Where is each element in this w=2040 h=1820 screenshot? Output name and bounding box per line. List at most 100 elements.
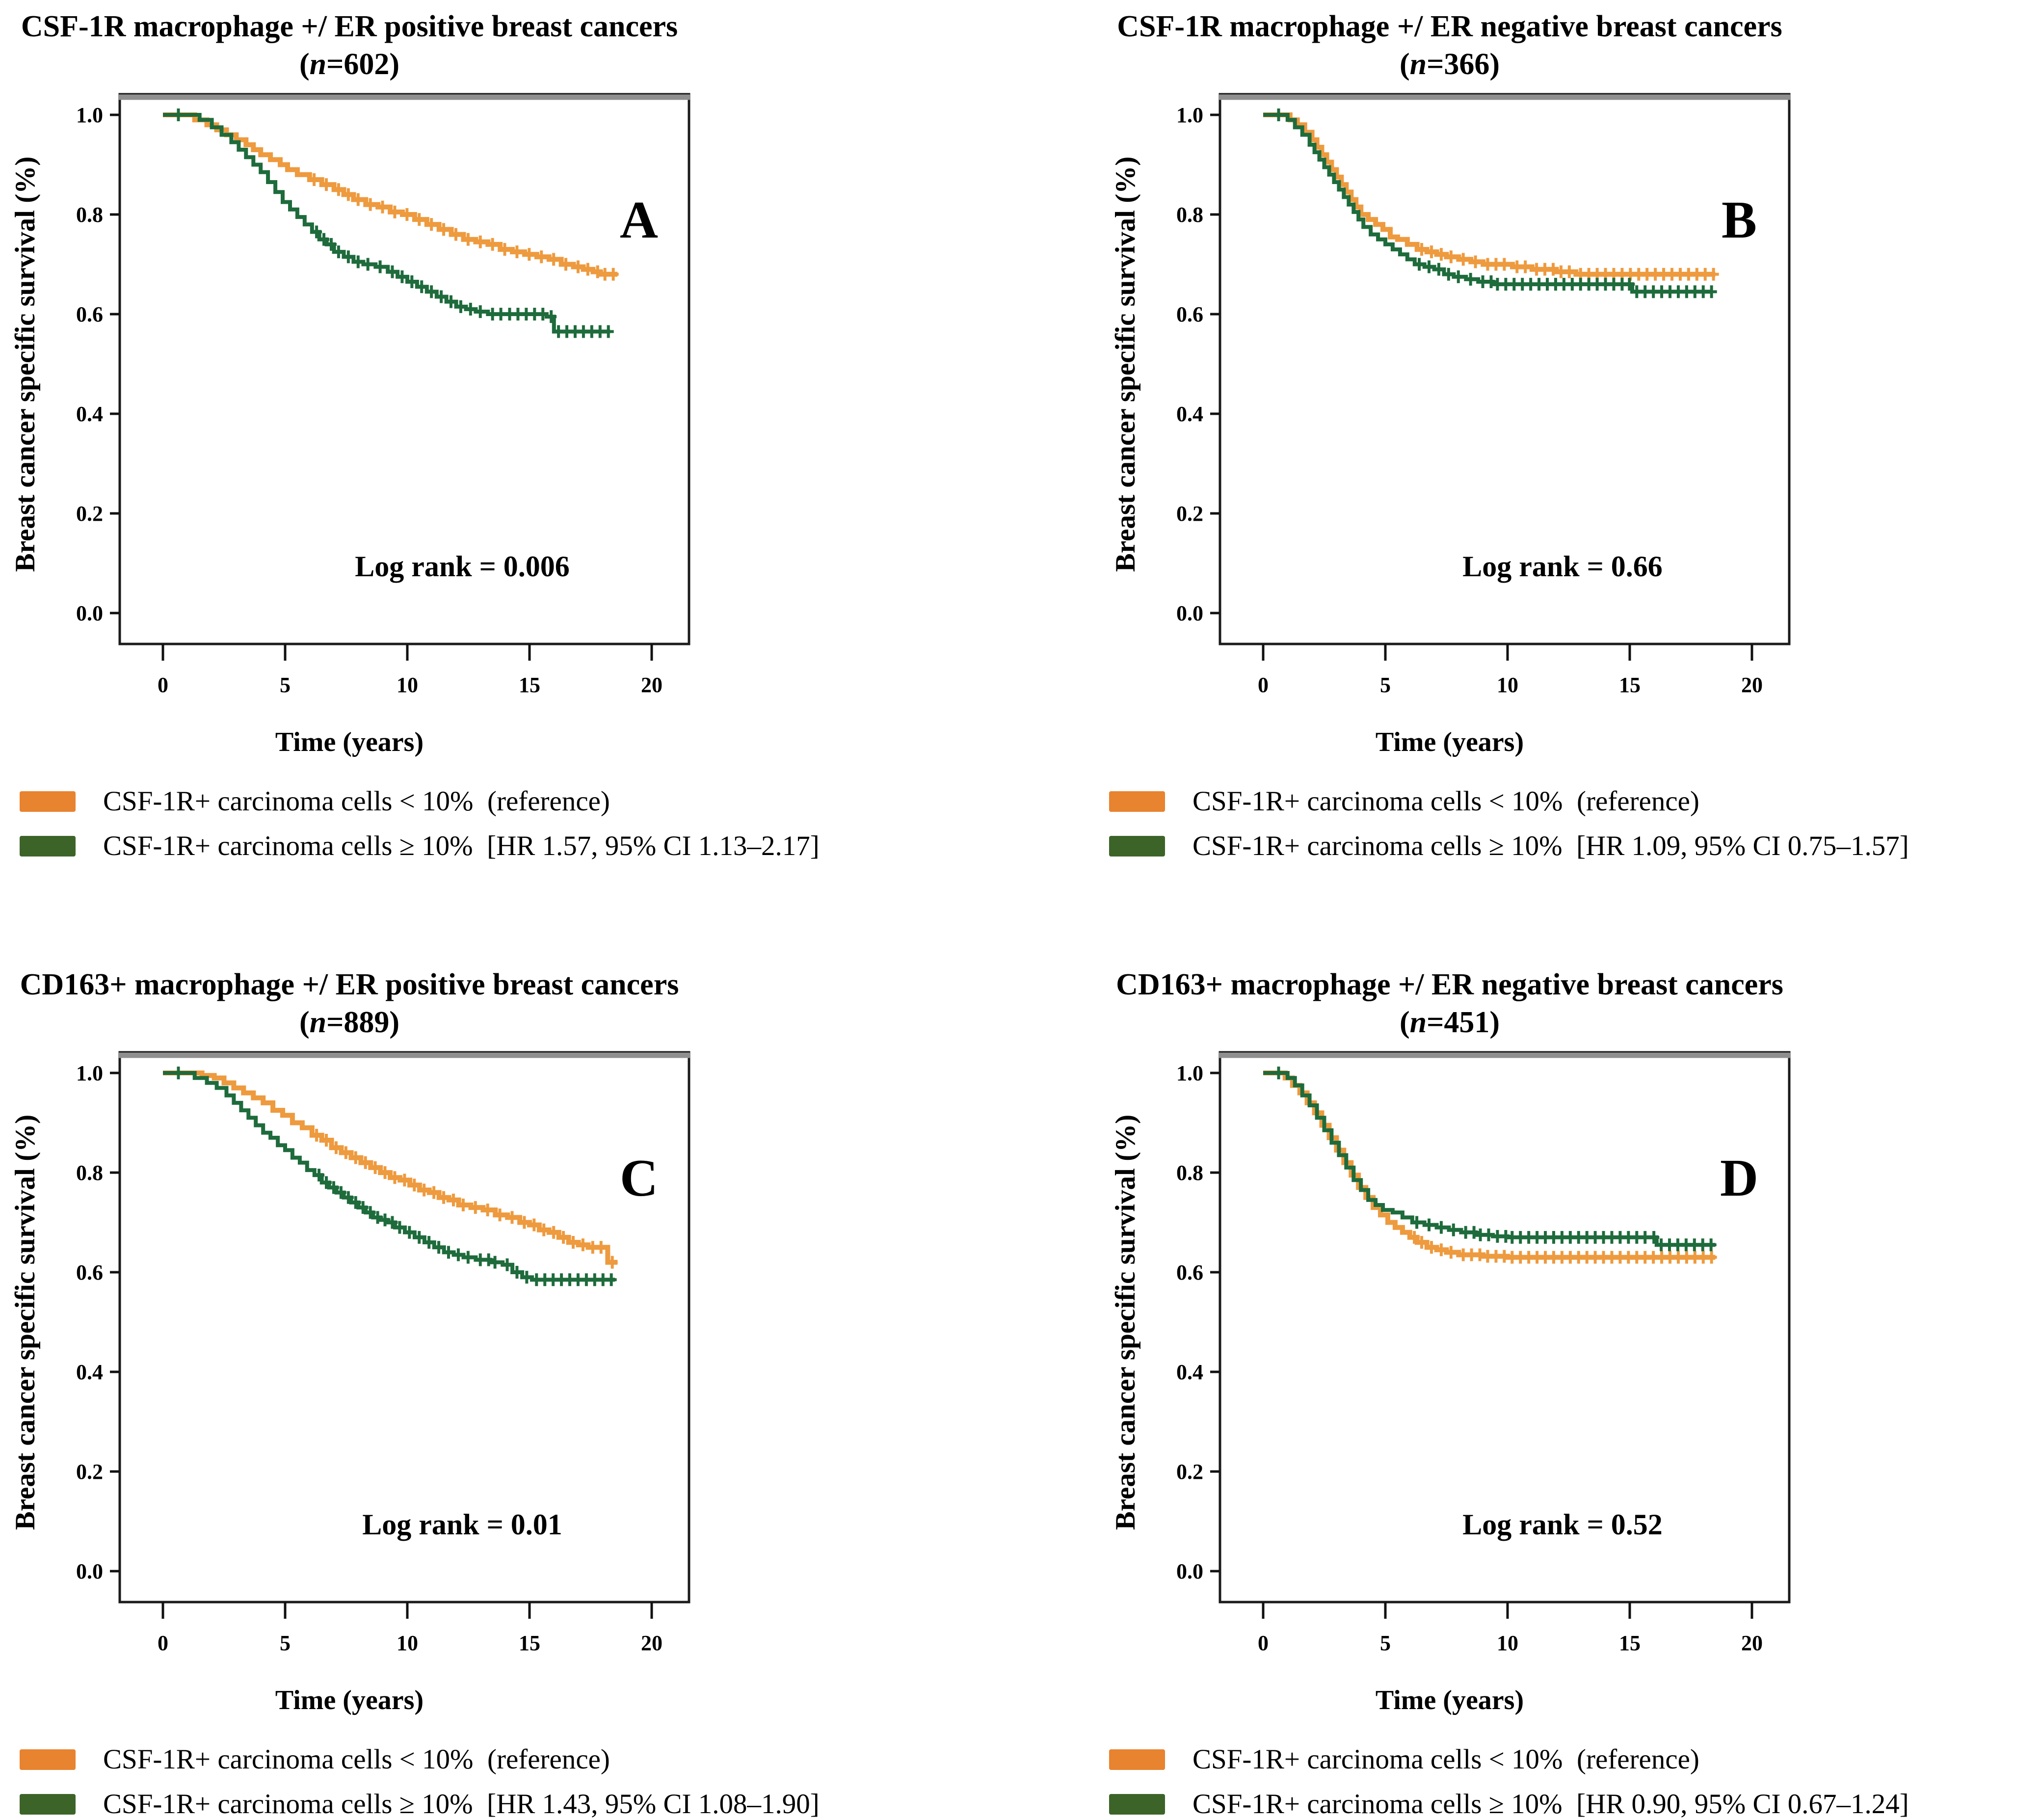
svg-text:0.0: 0.0 [76,1559,103,1583]
svg-text:15: 15 [1619,1631,1641,1655]
legend-row: CSF-1R+ carcinoma cells ≥ 10% [HR 1.09, … [1109,830,2040,862]
svg-text:0.8: 0.8 [1176,1161,1203,1185]
svg-text:0.2: 0.2 [76,1460,103,1484]
svg-text:1.0: 1.0 [1176,103,1203,127]
panel-letter: B [1722,191,1757,249]
y-axis-label: Breast cancer specific survival (%) [10,1115,41,1530]
panel-c-subtitle: (n=889) [6,1004,693,1041]
legend-label: CSF-1R+ carcinoma cells < 10% (reference… [1192,1744,1699,1775]
panel-d-header: CD163+ macrophage +/ ER negative breast … [1106,965,1793,1041]
legend-d: CSF-1R+ carcinoma cells < 10% (reference… [1109,1743,2040,1820]
km-plot-d: 1.0 0.8 0.6 0.4 0.2 0.0 0 5 10 15 20 Breast cancer… [1110,1051,1791,1655]
axes: 1.0 0.8 0.6 0.4 0.2 0.0 0 5 10 15 20 [76,93,690,697]
km-plot-a: 1.0 0.8 0.6 0.4 0.2 0.0 0 5 10 15 20 Breast cancer… [10,93,690,697]
x-axis-title: Time (years) [1375,1685,1524,1715]
log-rank-annotation: Log rank = 0.01 [362,1508,562,1541]
legend-label: CSF-1R+ carcinoma cells ≥ 10% [HR 0.90, … [1192,1789,1909,1820]
svg-text:10: 10 [1497,673,1518,697]
x-axis-title: Time (years) [275,1685,424,1715]
svg-text:20: 20 [641,1631,662,1655]
svg-text:0.2: 0.2 [1176,502,1203,526]
svg-text:0: 0 [158,1631,168,1655]
legend-row: CSF-1R+ carcinoma cells < 10% (reference… [20,785,1020,817]
log-rank-annotation: Log rank = 0.66 [1462,550,1663,583]
panel-b: CSF-1R macrophage +/ ER negative breast … [1020,7,2040,862]
panel-d: CD163+ macrophage +/ ER negative breast … [1020,965,2040,1820]
legend-label: CSF-1R+ carcinoma cells < 10% (reference… [103,1744,610,1775]
svg-text:0.8: 0.8 [76,1161,103,1185]
subtitle-open: ( [1399,48,1410,81]
legend-row: CSF-1R+ carcinoma cells < 10% (reference… [20,1743,1020,1775]
svg-text:15: 15 [519,1631,540,1655]
panel-c: CD163+ macrophage +/ ER positive breast … [0,965,1020,1820]
subtitle-n: n [309,1006,327,1039]
legend-row: CSF-1R+ carcinoma cells ≥ 10% [HR 0.90, … [1109,1788,2040,1820]
panel-letter: A [620,191,658,249]
svg-text:5: 5 [280,673,291,697]
panel-a-header: CSF-1R macrophage +/ ER positive breast … [6,7,693,82]
survival-curves [163,108,619,338]
green-legend-swatch [1109,1793,1165,1815]
x-axis-title: Time (years) [1375,727,1524,757]
svg-text:0.4: 0.4 [76,1360,103,1384]
legend-label: CSF-1R+ carcinoma cells < 10% (reference… [1192,786,1699,817]
x-axis-title: Time (years) [275,727,424,757]
legend-row: CSF-1R+ carcinoma cells ≥ 10% [HR 1.57, … [20,830,1020,862]
svg-text:1.0: 1.0 [76,1061,103,1085]
svg-text:5: 5 [280,1631,291,1655]
panel-a-subtitle: (n=602) [6,46,693,82]
km-plot-c: 1.0 0.8 0.6 0.4 0.2 0.0 0 5 10 15 20 Breast cancer… [10,1051,690,1655]
orange-legend-swatch [20,791,76,812]
svg-text:0.6: 0.6 [1176,302,1203,326]
y-axis-label: Breast cancer specific survival (%) [1110,157,1141,572]
svg-text:0.6: 0.6 [1176,1260,1203,1285]
subtitle-n: n [309,48,327,81]
panel-b-header: CSF-1R macrophage +/ ER negative breast … [1106,7,1793,82]
panel-b-title: CSF-1R macrophage +/ ER negative breast … [1117,10,1782,43]
svg-text:0.2: 0.2 [76,502,103,526]
survival-curves [1263,108,1719,298]
subtitle-open: ( [299,48,310,81]
panel-c-header: CD163+ macrophage +/ ER positive breast … [6,965,693,1041]
y-axis-label: Breast cancer specific survival (%) [1110,1115,1141,1530]
svg-text:1.0: 1.0 [1176,1061,1203,1085]
subtitle-rest: =602) [326,48,400,81]
survival-curves [163,1067,618,1286]
panel-d-title: CD163+ macrophage +/ ER negative breast … [1116,968,1783,1001]
panel-letter: C [620,1149,658,1207]
svg-text:0.8: 0.8 [1176,203,1203,227]
orange-legend-swatch [1109,1749,1165,1770]
svg-text:0.6: 0.6 [76,302,103,326]
panel-b-subtitle: (n=366) [1106,46,1793,82]
svg-text:0: 0 [1258,1631,1269,1655]
legend-a: CSF-1R+ carcinoma cells < 10% (reference… [20,785,1020,862]
svg-text:0.6: 0.6 [76,1260,103,1285]
svg-text:0: 0 [1258,673,1269,697]
survival-curves [1263,1067,1717,1264]
legend-label: CSF-1R+ carcinoma cells < 10% (reference… [103,786,610,817]
axes: 1.0 0.8 0.6 0.4 0.2 0.0 0 5 10 15 20 [76,1051,690,1655]
panel-a-title: CSF-1R macrophage +/ ER positive breast … [21,10,678,43]
legend-row: CSF-1R+ carcinoma cells < 10% (reference… [1109,1743,2040,1775]
legend-label: CSF-1R+ carcinoma cells ≥ 10% [HR 1.43, … [103,1789,820,1820]
log-rank-annotation: Log rank = 0.006 [355,550,570,583]
svg-text:15: 15 [519,673,540,697]
svg-text:15: 15 [1619,673,1641,697]
subtitle-n: n [1409,1006,1427,1039]
svg-text:0.0: 0.0 [76,601,103,625]
legend-b: CSF-1R+ carcinoma cells < 10% (reference… [1109,785,2040,862]
svg-text:1.0: 1.0 [76,103,103,127]
orange-legend-swatch [1109,791,1165,812]
legend-label: CSF-1R+ carcinoma cells ≥ 10% [HR 1.09, … [1192,830,1909,861]
panel-c-title: CD163+ macrophage +/ ER positive breast … [20,968,679,1001]
legend-label: CSF-1R+ carcinoma cells ≥ 10% [HR 1.57, … [103,830,820,861]
svg-text:10: 10 [1497,1631,1518,1655]
svg-text:0.4: 0.4 [1176,402,1203,426]
y-axis-label: Breast cancer specific survival (%) [10,157,41,572]
svg-text:0.8: 0.8 [76,203,103,227]
svg-text:20: 20 [1741,1631,1763,1655]
subtitle-open: ( [1399,1006,1410,1039]
subtitle-open: ( [299,1006,310,1039]
green-legend-swatch [20,835,76,856]
